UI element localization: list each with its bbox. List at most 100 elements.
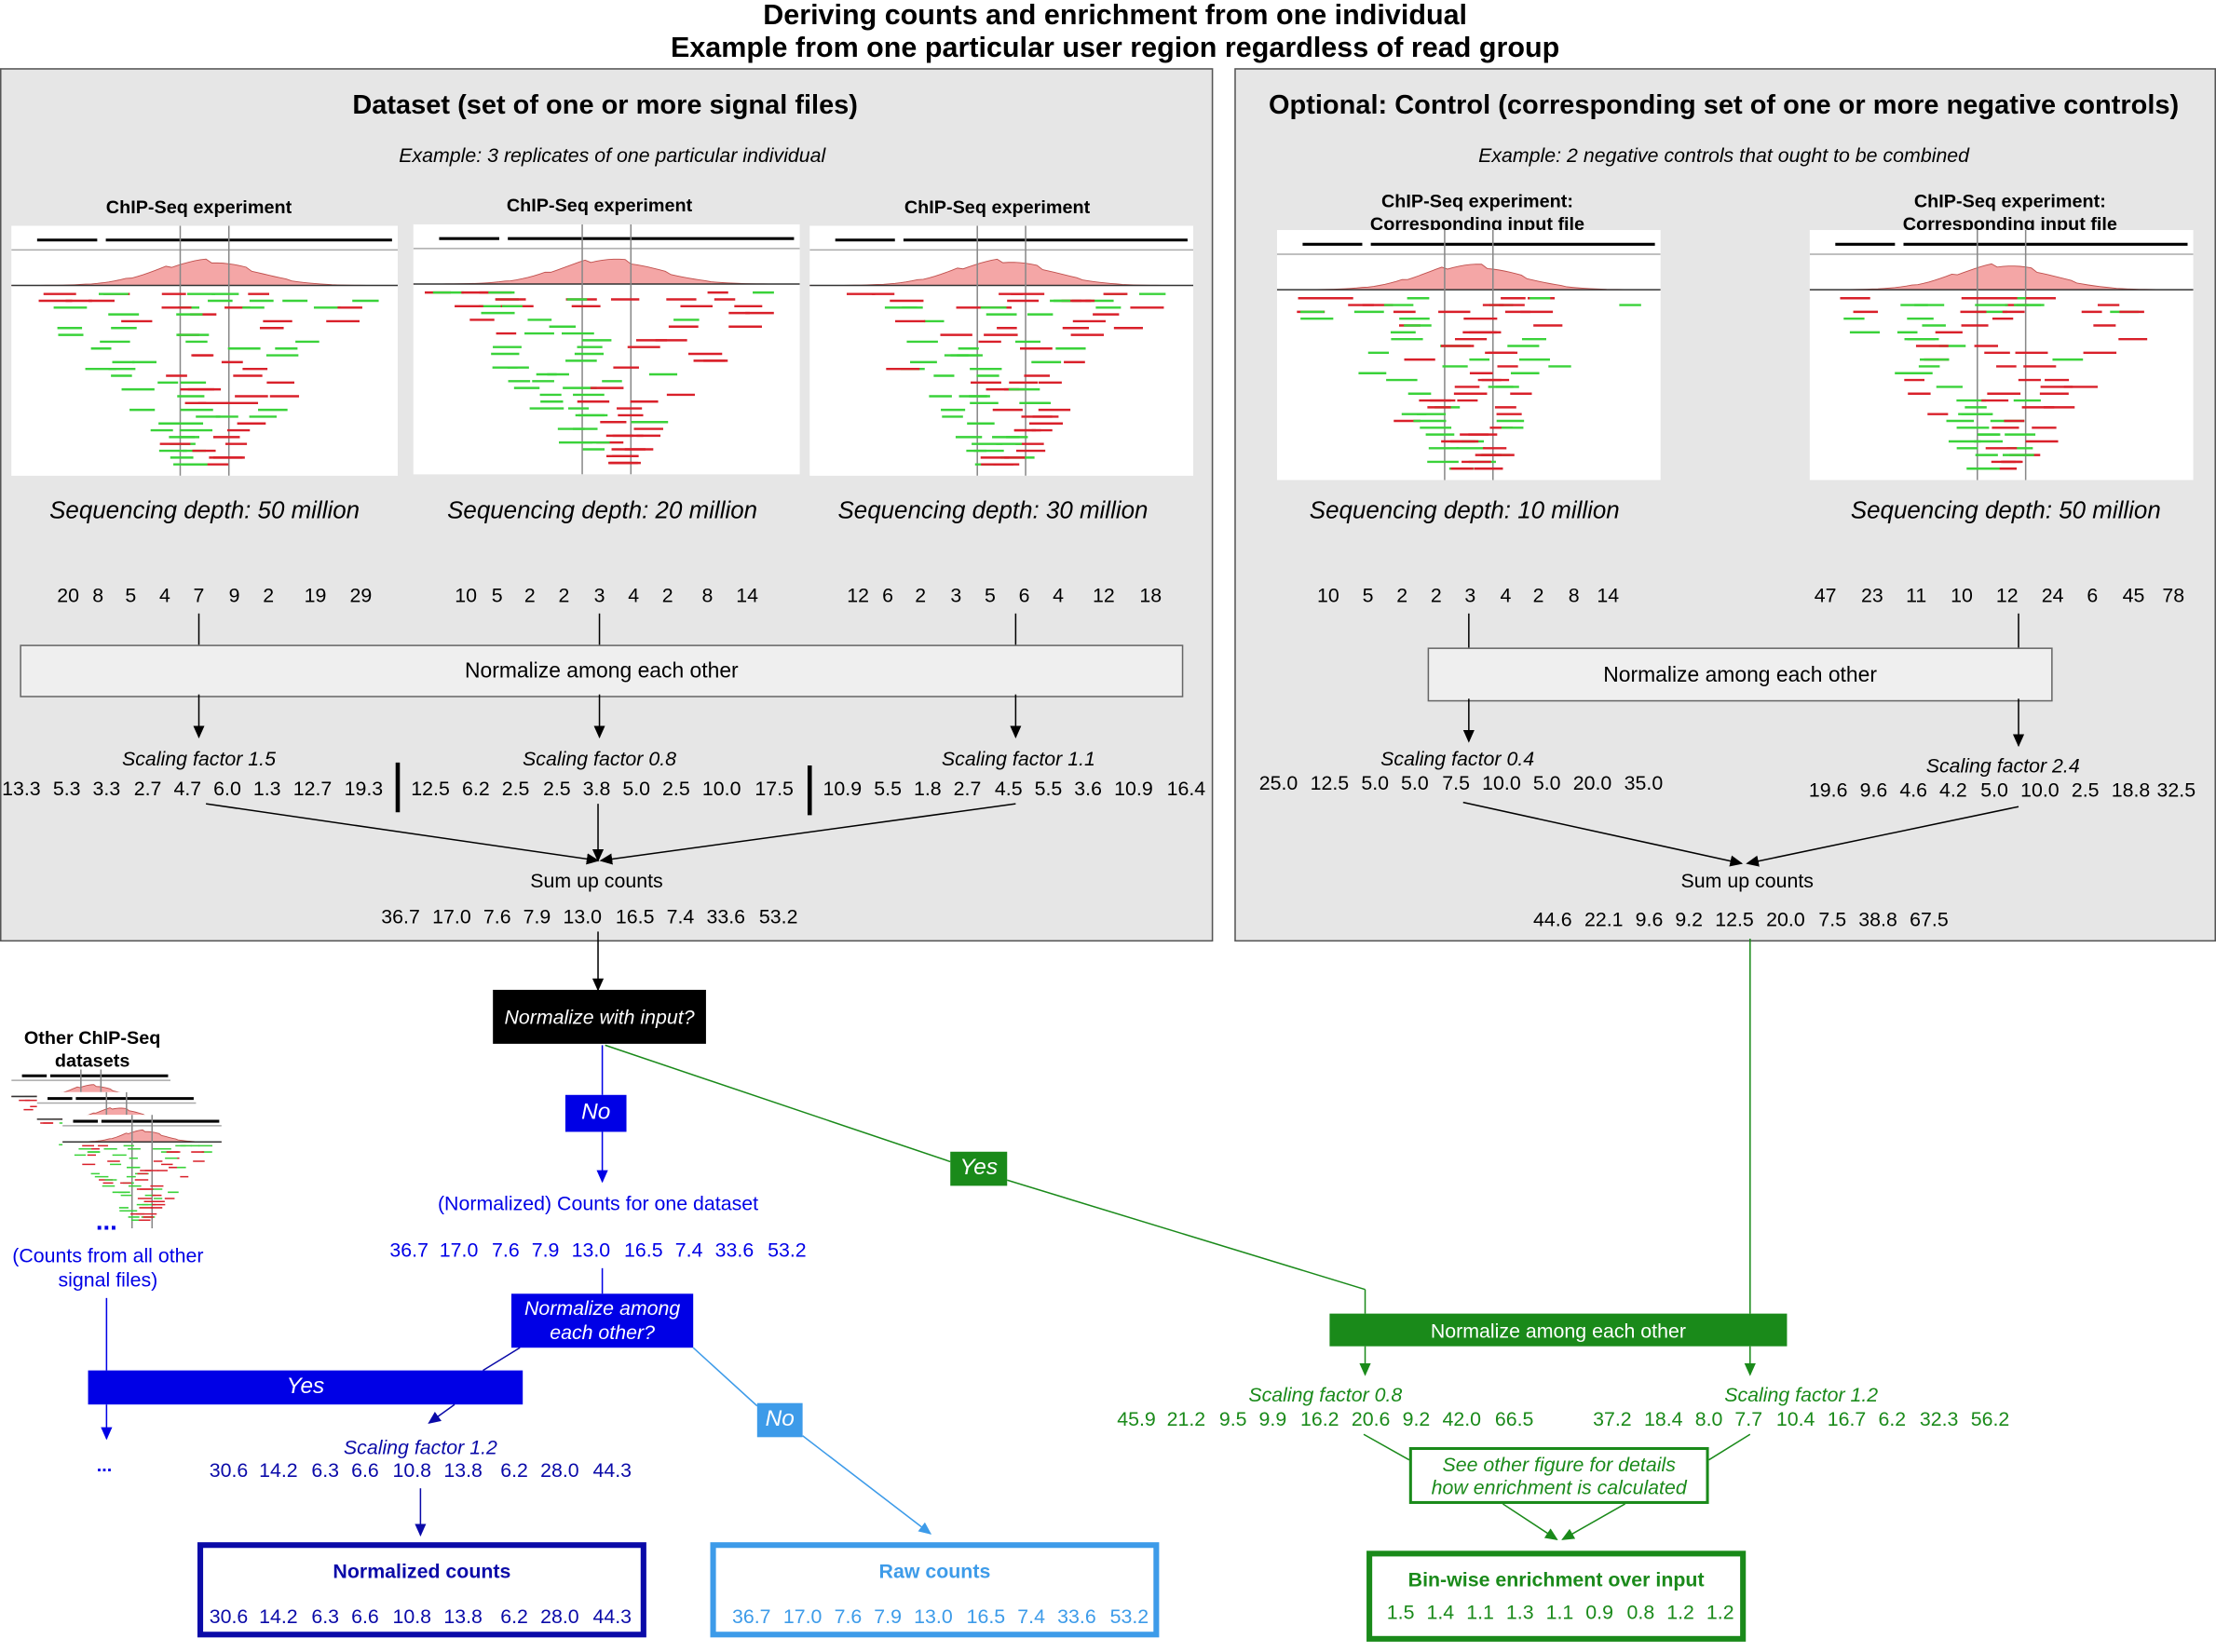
- value-cell: 1.1: [1466, 1600, 1494, 1624]
- value-cell: 8: [92, 583, 104, 607]
- value-cell: 19: [304, 583, 327, 607]
- value-cell: 24: [2041, 583, 2064, 607]
- control-scaling-1: Scaling factor 0.4: [1380, 747, 1535, 770]
- see-other-line2: how enrichment is calculated: [1431, 1475, 1687, 1498]
- value-cell: 28.0: [540, 1458, 579, 1482]
- green-scaling-right: Scaling factor 1.2: [1724, 1383, 1879, 1406]
- value-cell: 45.9: [1117, 1407, 1156, 1430]
- value-cell: 10.0: [701, 777, 741, 800]
- value-cell: 13.8: [443, 1458, 483, 1482]
- value-cell: 19.3: [344, 777, 384, 800]
- value-cell: 2.5: [542, 777, 571, 800]
- value-cell: 18.4: [1643, 1407, 1683, 1430]
- value-cell: 16.5: [624, 1238, 663, 1262]
- value-cell: 18: [1139, 583, 1162, 607]
- value-cell: 17.5: [755, 777, 794, 800]
- normalized-counts-title: Normalized counts: [333, 1559, 511, 1582]
- no2-badge: No: [756, 1402, 803, 1438]
- value-cell: 1.3: [1505, 1600, 1534, 1624]
- value-cell: 2: [1396, 583, 1408, 607]
- normalize-among-line2: each other?: [550, 1320, 655, 1344]
- track-label-2: ChIP-Seq experiment: [506, 194, 693, 216]
- value-cell: 7.9: [523, 904, 551, 928]
- value-cell: 7.9: [874, 1605, 902, 1628]
- see-other-line1: See other figure for details: [1442, 1453, 1676, 1476]
- value-cell: 0.8: [1626, 1600, 1655, 1624]
- value-cell: 9: [228, 583, 240, 607]
- other-counts-label1: (Counts from all other: [12, 1243, 204, 1267]
- value-cell: 20.0: [1766, 907, 1805, 930]
- green-scaling-left: Scaling factor 0.8: [1248, 1383, 1403, 1406]
- value-cell: 10.9: [1114, 777, 1153, 800]
- normalized-counts-box: [197, 1542, 646, 1638]
- value-cell: 56.2: [1970, 1407, 2010, 1430]
- value-cell: 2.5: [2071, 778, 2100, 802]
- value-cell: 9.6: [1859, 778, 1888, 802]
- control-track-image-2: [1809, 230, 2194, 481]
- yes-badge: Yes: [950, 1151, 1008, 1186]
- value-cell: 33.6: [714, 1238, 755, 1262]
- value-cell: 2: [1532, 583, 1544, 607]
- value-cell: 7.6: [492, 1238, 520, 1262]
- value-cell: 1.8: [913, 777, 942, 800]
- value-cell: 3.6: [1074, 777, 1102, 800]
- value-cell: 38.8: [1858, 907, 1897, 930]
- value-cell: 32.5: [2156, 778, 2196, 802]
- value-cell: 7.5: [1818, 907, 1847, 930]
- value-cell: 10.0: [2020, 778, 2060, 802]
- value-cell: 17.0: [439, 1238, 479, 1262]
- value-cell: 16.7: [1827, 1407, 1867, 1430]
- value-cell: 14.2: [259, 1605, 298, 1628]
- value-cell: 20.6: [1351, 1407, 1391, 1430]
- control-track-label-1b: Corresponding input file: [1369, 212, 1585, 235]
- dataset-sum-label: Sum up counts: [530, 869, 663, 892]
- value-cell: 2: [915, 583, 927, 607]
- value-cell: 1.1: [1545, 1600, 1574, 1624]
- value-cell: 7.7: [1734, 1407, 1763, 1430]
- other-datasets-title1: Other ChIP-Seq: [23, 1026, 161, 1049]
- value-cell: 18.8: [2111, 778, 2151, 802]
- value-cell: 22.1: [1584, 907, 1624, 930]
- see-other-figure-box: See other figure for details how enrichm…: [1408, 1446, 1709, 1504]
- control-track-label-2b: Corresponding input file: [1902, 212, 2117, 235]
- value-cell: 6.2: [1878, 1407, 1907, 1430]
- value-cell: 12: [847, 583, 869, 607]
- value-cell: 2: [523, 583, 536, 607]
- control-heading: Optional: Control (corresponding set of …: [1268, 90, 2180, 121]
- value-cell: 13.0: [563, 904, 603, 928]
- value-cell: 44.6: [1533, 907, 1572, 930]
- value-cell: 8.0: [1694, 1407, 1723, 1430]
- value-cell: 47: [1814, 583, 1837, 607]
- value-cell: 33.6: [706, 904, 746, 928]
- value-cell: 16.4: [1166, 777, 1206, 800]
- value-cell: 10.8: [392, 1458, 432, 1482]
- value-cell: 19.6: [1808, 778, 1848, 802]
- control-sum-label: Sum up counts: [1680, 869, 1814, 892]
- raw-counts-box: [710, 1542, 1160, 1638]
- value-cell: 4.2: [1939, 778, 1967, 802]
- value-cell: 5.0: [622, 777, 651, 800]
- value-cell: 5.0: [1532, 771, 1561, 794]
- scaling-1: Scaling factor 1.5: [122, 747, 276, 770]
- value-cell: 36.7: [731, 1605, 771, 1628]
- value-cell: 1.4: [1426, 1600, 1455, 1624]
- value-cell: 12.5: [1310, 771, 1350, 794]
- value-cell: 4.6: [1899, 778, 1928, 802]
- value-cell: 5.0: [1361, 771, 1390, 794]
- value-cell: 10.8: [392, 1605, 432, 1628]
- value-cell: 7.6: [834, 1605, 863, 1628]
- scaling-2: Scaling factor 0.8: [523, 747, 677, 770]
- raw-counts-title: Raw counts: [878, 1559, 991, 1582]
- track-label-1: ChIP-Seq experiment: [105, 196, 292, 218]
- value-cell: 10: [1316, 583, 1339, 607]
- value-cell: 3: [593, 583, 605, 607]
- value-cell: 6.6: [351, 1605, 379, 1628]
- value-cell: 13.0: [914, 1605, 953, 1628]
- value-cell: 66.5: [1494, 1407, 1534, 1430]
- value-cell: 14: [1597, 583, 1620, 607]
- control-depth-1: Sequencing depth: 10 million: [1309, 496, 1620, 524]
- value-cell: 3.3: [92, 777, 121, 800]
- value-cell: 3: [1464, 583, 1476, 607]
- value-cell: 13.0: [571, 1238, 611, 1262]
